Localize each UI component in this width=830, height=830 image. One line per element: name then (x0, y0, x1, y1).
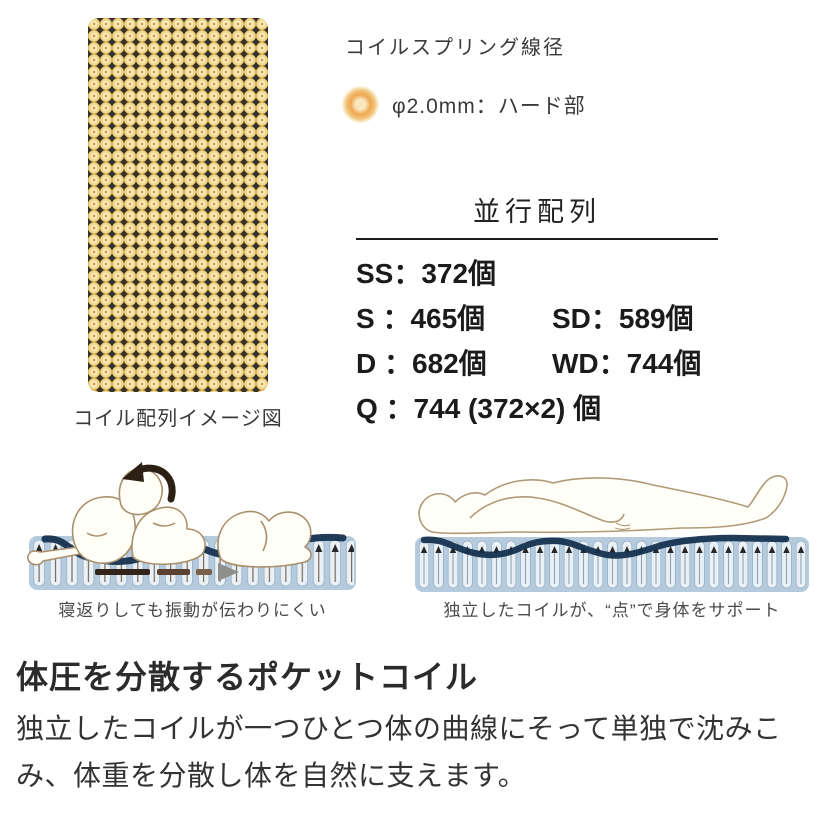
count-sd: SD：589個 (552, 303, 694, 334)
coil-arrangement-grid (88, 18, 268, 392)
caption-vibration: 寝返りしても振動が伝わりにくい (58, 601, 327, 620)
sleeper-turning-figure (26, 468, 206, 566)
lying-person-figure (418, 475, 788, 535)
section-body: 独立したコイルが一つひとつ体の曲線にそって単独で沈みこみ、体重を分散し体を自然に… (16, 713, 782, 791)
table-row: D ：682個 WD：744個 (356, 341, 718, 386)
spring-spec-row: φ2.0mm：ハード部 (342, 86, 586, 123)
coil-count-table: 並行配列 SS：372個 S ：465個 SD：589個 D ：682個 WD：… (356, 190, 718, 431)
coil-grid-caption: コイル配列イメージ図 (73, 408, 283, 430)
table-row: SS：372個 (356, 251, 718, 296)
count-q: Q ：744 (372×2) 個 (356, 393, 602, 424)
count-ss: SS：372個 (356, 258, 497, 289)
vibration-arrow-icon (95, 563, 239, 581)
illustration-point-support (412, 468, 812, 595)
spring-spec-text: φ2.0mm：ハード部 (392, 94, 586, 118)
table-row: S ：465個 SD：589個 (356, 296, 718, 341)
sleeper-still-figure (217, 510, 312, 568)
mattress-right (415, 534, 809, 592)
turn-over-arrow-icon (122, 462, 176, 503)
illustration-vibration (25, 457, 360, 595)
coil-cross-section-icon (342, 86, 379, 123)
table-row: Q ：744 (372×2) 個 (356, 386, 718, 431)
section-heading: 体圧を分散するポケットコイル (16, 659, 479, 695)
caption-point-support: 独立したコイルが、“点”で身体をサポート (443, 601, 781, 620)
count-d: D ：682個 (356, 348, 487, 379)
spring-diameter-title: コイルスプリング線径 (345, 37, 565, 59)
table-rows: SS：372個 S ：465個 SD：589個 D ：682個 WD：744個 … (356, 251, 718, 431)
pressure-contour (420, 534, 790, 559)
count-s: S ：465個 (356, 303, 486, 334)
count-wd: WD：744個 (552, 348, 702, 379)
table-header: 並行配列 (356, 190, 718, 240)
